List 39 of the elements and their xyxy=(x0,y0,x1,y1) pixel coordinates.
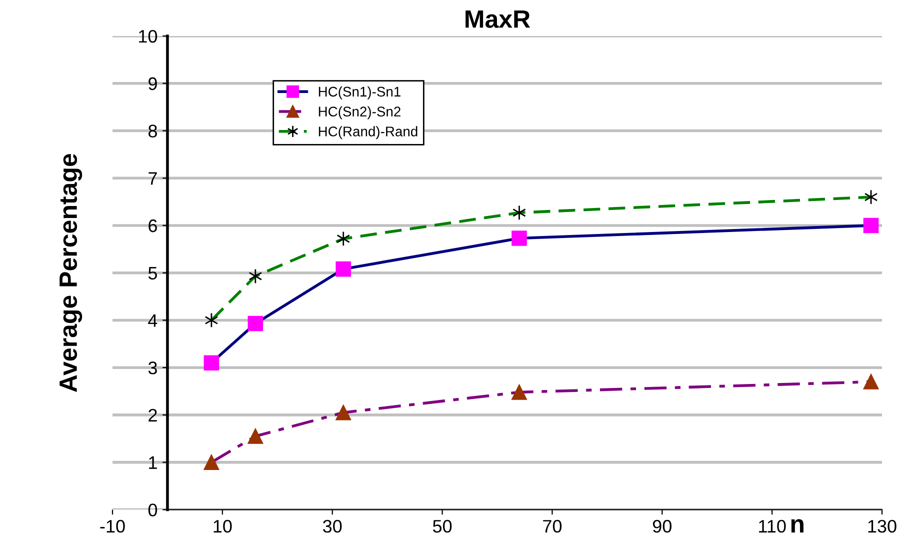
point xyxy=(863,374,879,390)
point xyxy=(248,428,264,444)
point xyxy=(204,355,220,370)
x-tick-label: 70 xyxy=(543,520,562,533)
point xyxy=(512,384,527,400)
x-tick-label: 90 xyxy=(652,520,672,533)
point xyxy=(863,218,879,234)
y-tick-label: 2 xyxy=(148,408,157,422)
y-tick-label: 7 xyxy=(148,172,157,185)
y-tick-label: 3 xyxy=(148,362,157,374)
legend-label: HC(Sn2)-Sn2 xyxy=(318,106,400,120)
point xyxy=(248,316,264,332)
legend-label: HC(Rand)-Rand xyxy=(318,126,418,140)
y-tick-label: 6 xyxy=(148,219,157,232)
x-tick-label: 10 xyxy=(214,520,232,533)
x-tick-label: 130 xyxy=(868,520,896,533)
x-tick-label: -10 xyxy=(100,520,125,533)
x-axis-title: n xyxy=(791,519,804,533)
point xyxy=(204,454,220,470)
legend-label: HC(Sn1)-Sn1 xyxy=(318,86,400,100)
point xyxy=(336,261,351,277)
point xyxy=(336,231,350,246)
y-tick-label: 0 xyxy=(148,504,158,516)
point xyxy=(204,312,218,328)
x-tick-label: 50 xyxy=(432,520,452,533)
y-tick-label: 4 xyxy=(148,314,158,327)
x-tick-label: 30 xyxy=(323,520,342,533)
y-tick-label: 9 xyxy=(148,77,157,90)
y-tick-label: 8 xyxy=(148,124,157,138)
x-tick-label: 110 xyxy=(759,520,786,533)
point xyxy=(512,230,527,246)
point xyxy=(248,268,262,284)
y-tick-label: 1 xyxy=(149,456,157,469)
y-axis-title: Average Percentage xyxy=(60,154,82,392)
y-tick-label: 5 xyxy=(148,266,157,280)
chart-title: MaxR xyxy=(466,10,530,28)
point xyxy=(336,404,351,420)
point xyxy=(512,205,526,220)
y-tick-label: 10 xyxy=(139,30,158,43)
